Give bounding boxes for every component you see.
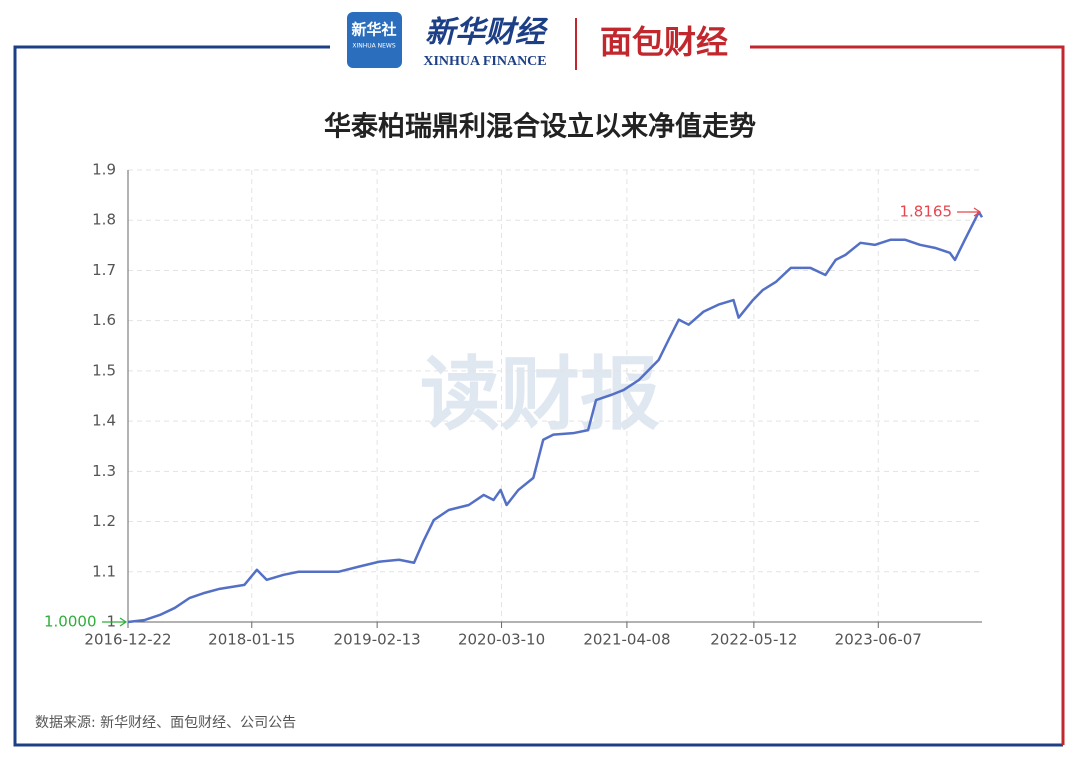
end-label: 1.8165 bbox=[900, 203, 953, 221]
x-tick-label: 2016-12-22 bbox=[84, 631, 171, 649]
chart-title: 华泰柏瑞鼎利混合设立以来净值走势 bbox=[324, 111, 756, 143]
y-tick-label: 1.9 bbox=[92, 161, 116, 179]
x-tick-label: 2021-04-08 bbox=[583, 631, 670, 649]
logo-xinhua-sub: XINHUA NEWS bbox=[352, 43, 395, 50]
logo-mianbao: 面包财经 bbox=[600, 23, 728, 61]
series-line bbox=[127, 210, 984, 624]
y-tick-label: 1.5 bbox=[92, 361, 116, 379]
start-arrow bbox=[102, 617, 128, 627]
x-tick-label: 2023-06-07 bbox=[835, 631, 922, 649]
y-tick-label: 1.4 bbox=[92, 412, 116, 430]
x-tick-label: 2022-05-12 bbox=[710, 631, 797, 649]
y-tick-label: 1.8 bbox=[92, 211, 116, 229]
logo-finance-en: XINHUA FINANCE bbox=[423, 54, 546, 69]
x-tick-label: 2020-03-10 bbox=[458, 631, 545, 649]
y-tick-label: 1.6 bbox=[92, 311, 116, 329]
x-tick-label: 2019-02-13 bbox=[334, 631, 421, 649]
watermark: 读财报 bbox=[420, 348, 660, 441]
logo-xinhua: 新华社 bbox=[351, 21, 396, 39]
x-tick-label: 2018-01-15 bbox=[208, 631, 295, 649]
y-tick-label: 1.1 bbox=[92, 562, 116, 580]
frame-red bbox=[750, 45, 1065, 745]
start-label: 1.0000 bbox=[44, 613, 97, 631]
logo-finance: 新华财经 bbox=[425, 15, 549, 50]
end-arrow bbox=[957, 207, 982, 217]
y-tick-label: 1.7 bbox=[92, 261, 116, 279]
source-note: 数据来源: 新华财经、面包财经、公司公告 bbox=[35, 715, 296, 731]
y-tick-label: 1.3 bbox=[92, 462, 116, 480]
frame-blue bbox=[13, 45, 1063, 747]
logo-box bbox=[347, 12, 402, 68]
y-tick-label: 1.2 bbox=[92, 512, 116, 530]
